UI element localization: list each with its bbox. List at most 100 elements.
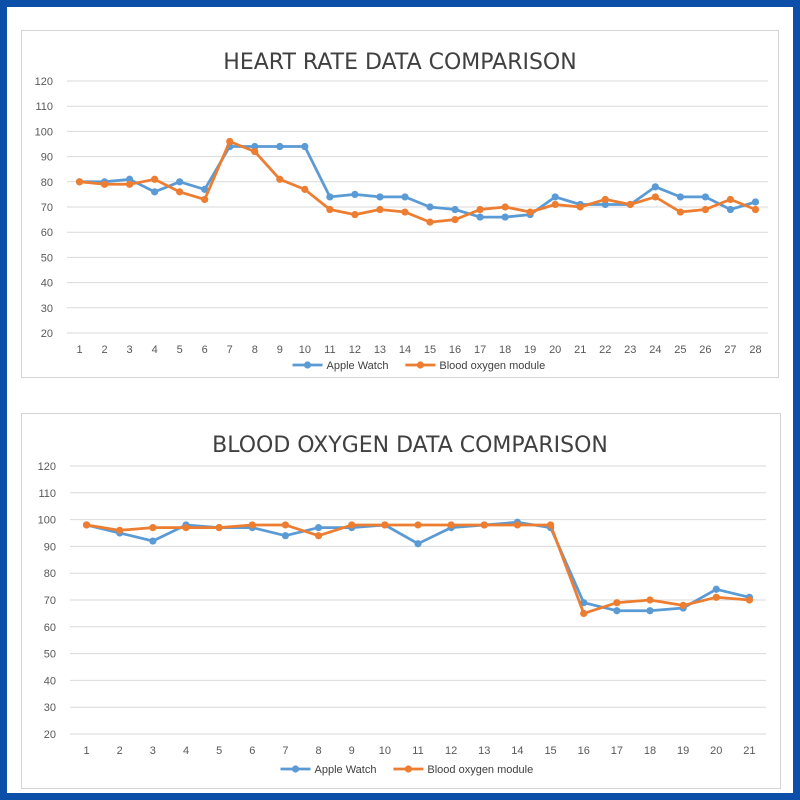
heart-rate-y-tick-label: 60 — [41, 227, 53, 239]
heart-rate-apple-watch-point — [726, 205, 735, 214]
heart-rate-blood-oxygen-module-point — [376, 205, 384, 214]
blood-oxygen-blood-oxygen-module-point — [182, 524, 190, 532]
heart-rate-apple-watch-line — [78, 145, 757, 219]
heart-rate-x-tick-label: 9 — [277, 344, 283, 356]
heart-rate-y-tick-label: 20 — [41, 328, 53, 340]
blood-oxygen-blood-oxygen-module-point — [149, 524, 157, 532]
blood-oxygen-legend-blood-oxygen-module-marker — [404, 765, 412, 773]
heart-rate-x-tick-label: 18 — [499, 344, 511, 356]
heart-rate-legend-apple-watch-marker — [303, 361, 312, 369]
heart-rate-y-tick-label: 80 — [41, 177, 53, 189]
heart-rate-blood-oxygen-module-point — [100, 180, 109, 188]
heart-rate-blood-oxygen-module-point — [276, 175, 284, 183]
blood-oxygen-x-tick-label: 6 — [249, 745, 255, 757]
heart-rate-apple-watch-point — [551, 193, 559, 201]
blood-oxygen-apple-watch-point — [149, 537, 157, 545]
blood-oxygen-blood-oxygen-module-point — [381, 521, 389, 529]
blood-oxygen-x-tick-label: 20 — [710, 745, 722, 757]
heart-rate-x-tick-label: 10 — [299, 344, 311, 356]
heart-rate-x-tick-label: 5 — [177, 344, 183, 356]
blood-oxygen-x-tick-label: 12 — [445, 745, 457, 757]
heart-rate-apple-watch-point — [351, 190, 359, 198]
blood-oxygen-y-tick-label: 40 — [44, 675, 56, 687]
blood-oxygen-x-tick-label: 13 — [478, 745, 490, 757]
heart-rate-apple-watch-point — [476, 213, 484, 221]
heart-rate-x-tick-label: 2 — [101, 344, 107, 356]
heart-rate-apple-watch-point — [751, 198, 760, 206]
heart-rate-legend-blood-oxygen-module-label: Blood oxygen module — [439, 360, 545, 372]
heart-rate-x-tick-label: 16 — [449, 344, 461, 356]
blood-oxygen-blood-oxygen-module-point — [414, 521, 422, 529]
blood-oxygen-blood-oxygen-module-point — [314, 532, 323, 540]
heart-rate-blood-oxygen-module-point — [351, 210, 359, 219]
heart-rate-blood-oxygen-module-point — [551, 200, 559, 209]
heart-rate-blood-oxygen-module-point — [201, 195, 209, 204]
heart-rate-blood-oxygen-module-point — [676, 208, 684, 216]
heart-rate-x-tick-label: 7 — [227, 344, 233, 356]
blood-oxygen-x-tick-label: 10 — [379, 745, 391, 757]
heart-rate-apple-watch-point — [301, 142, 309, 151]
heart-rate-apple-watch-point — [376, 193, 384, 201]
blood-oxygen-apple-watch-point — [314, 524, 323, 532]
heart-rate-x-tick-label: 6 — [202, 344, 208, 356]
heart-rate-x-tick-label: 4 — [152, 344, 158, 356]
blood-oxygen-blood-oxygen-module-point — [281, 521, 290, 529]
blood-oxygen-x-tick-label: 3 — [150, 745, 156, 757]
heart-rate-blood-oxygen-module-point — [576, 203, 584, 211]
blood-oxygen-x-tick-label: 1 — [84, 745, 90, 757]
blood-oxygen-y-tick-label: 60 — [44, 622, 56, 634]
blood-oxygen-blood-oxygen-module-point — [447, 521, 455, 529]
blood-oxygen-blood-oxygen-module-point — [745, 596, 754, 604]
heart-rate-x-tick-label: 12 — [349, 344, 361, 356]
blood-oxygen-x-tick-label: 2 — [117, 745, 123, 757]
heart-rate-x-tick-label: 26 — [699, 344, 711, 356]
heart-rate-apple-watch-point — [125, 175, 134, 183]
blood-oxygen-x-tick-label: 16 — [578, 745, 590, 757]
heart-rate-x-tick-label: 27 — [724, 344, 736, 356]
heart-rate-blood-oxygen-module-point — [426, 218, 434, 226]
blood-oxygen-y-tick-label: 30 — [44, 702, 56, 714]
heart-rate-apple-watch-point — [251, 142, 259, 151]
figure-background: HEART RATE DATA COMPARISON 20 30 40 50 60 70 80… — [7, 7, 793, 793]
heart-rate-x-tick-label: 11 — [324, 344, 335, 356]
heart-rate-apple-watch-point — [451, 205, 459, 214]
blood-oxygen-apple-watch-point — [281, 532, 290, 540]
heart-rate-y-tick-label: 100 — [35, 126, 53, 138]
heart-rate-y-tick-label: 120 — [35, 76, 53, 88]
heart-rate-apple-watch-point — [426, 203, 434, 211]
heart-rate-x-tick-label: 14 — [399, 344, 411, 356]
blood-oxygen-blood-oxygen-module-point — [82, 521, 91, 529]
heart-rate-blood-oxygen-module-point — [726, 195, 735, 204]
heart-rate-blood-oxygen-module-line — [78, 140, 757, 224]
heart-rate-x-tick-label: 19 — [524, 344, 536, 356]
heart-rate-x-tick-label: 28 — [749, 344, 761, 356]
heart-rate-chart: HEART RATE DATA COMPARISON 20 30 40 50 60 70 80… — [35, 50, 768, 372]
heart-rate-legend-apple-watch-label: Apple Watch — [327, 360, 389, 372]
blood-oxygen-y-tick-label: 90 — [44, 541, 56, 553]
heart-rate-blood-oxygen-module-point — [626, 200, 634, 209]
heart-rate-blood-oxygen-module-point — [75, 178, 84, 186]
heart-rate-x-tick-label: 22 — [599, 344, 611, 356]
heart-rate-x-tick-label: 21 — [574, 344, 586, 356]
blood-oxygen-blood-oxygen-module-point — [348, 521, 356, 529]
heart-rate-blood-oxygen-module-point — [151, 175, 159, 183]
heart-rate-blood-oxygen-module-point — [701, 205, 710, 214]
blood-oxygen-x-tick-label: 4 — [183, 745, 189, 757]
blood-oxygen-x-tick-label: 7 — [282, 745, 288, 757]
heart-rate-apple-watch-point — [201, 185, 209, 193]
heart-rate-x-tick-label: 3 — [127, 344, 133, 356]
heart-rate-x-tick-label: 24 — [649, 344, 661, 356]
heart-rate-blood-oxygen-module-point — [601, 195, 609, 204]
heart-rate-blood-oxygen-module-point — [176, 188, 184, 196]
blood-oxygen-chart-panel: BLOOD OXYGEN DATA COMPARISON 20 30 40 50 60 70… — [21, 413, 781, 789]
blood-oxygen-blood-oxygen-module-point — [613, 599, 621, 607]
heart-rate-y-tick-label: 40 — [41, 278, 53, 290]
blood-oxygen-y-tick-label: 100 — [38, 515, 56, 527]
blood-oxygen-y-tick-label: 110 — [38, 488, 56, 500]
heart-rate-y-tick-label: 50 — [41, 252, 53, 264]
heart-rate-x-tick-label: 8 — [252, 344, 258, 356]
heart-rate-chart-title: HEART RATE DATA COMPARISON — [223, 50, 576, 75]
blood-oxygen-x-tick-label: 18 — [644, 745, 656, 757]
blood-oxygen-blood-oxygen-module-point — [215, 524, 223, 532]
heart-rate-apple-watch-point — [601, 200, 609, 209]
